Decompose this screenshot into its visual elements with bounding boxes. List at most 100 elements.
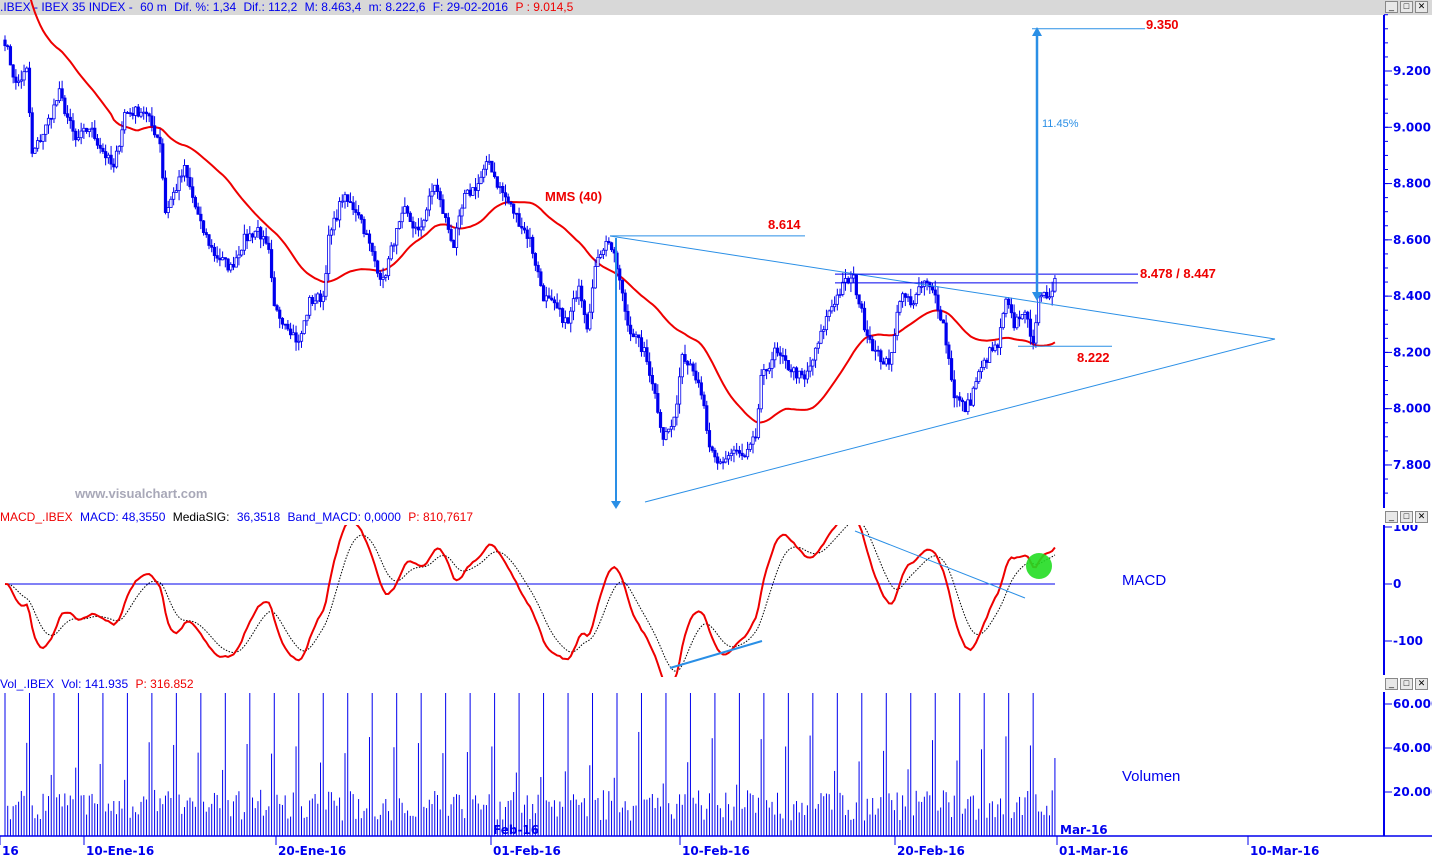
candle-body [819, 330, 823, 344]
candle-body [759, 374, 763, 410]
candle-body [862, 307, 867, 331]
price-tick-label: 8.200 [1393, 345, 1431, 359]
macd-close-button[interactable]: ✕ [1415, 511, 1428, 523]
candle-body [868, 335, 872, 340]
candle-body [87, 128, 91, 132]
timeframe-label: 60 m [140, 0, 167, 14]
volume-minimize-button[interactable]: _ [1385, 678, 1398, 690]
candle-body [422, 219, 426, 228]
candle-body [770, 359, 774, 369]
candle-body [144, 111, 149, 115]
candle-body [152, 125, 157, 136]
candle-body [933, 289, 937, 296]
triangle-lower-line [644, 338, 1276, 503]
candle-body [36, 140, 40, 149]
candle-body [180, 175, 184, 178]
candle-body [8, 46, 13, 66]
candle-body [930, 286, 935, 291]
candle-body [566, 317, 570, 324]
candle-body [430, 190, 434, 197]
candle-body [169, 198, 173, 208]
candle-body [580, 285, 584, 302]
candle-body [49, 117, 53, 120]
candle-body [1020, 314, 1024, 320]
candle-body [41, 133, 45, 142]
candle-body [112, 163, 116, 168]
candle-body [185, 165, 189, 178]
candle-body [441, 199, 445, 214]
volume-panel-header: Vol_.IBEX Vol: 141.935 P: 316.852 _ □ ✕ [0, 677, 1432, 692]
candle-body [672, 416, 676, 427]
macd-tick-label: -100 [1393, 634, 1423, 648]
candle-body [890, 352, 894, 365]
candle-body [1039, 295, 1043, 298]
candle-body [256, 227, 260, 232]
candle-body [789, 369, 793, 373]
candle-body [44, 124, 48, 135]
candle-body [414, 226, 418, 229]
min-label: m: 8.222,6 [368, 0, 426, 14]
candle-body [707, 430, 712, 448]
candle-body [705, 405, 709, 431]
candle-body [639, 337, 644, 353]
candle-body [691, 363, 695, 372]
candle-body [373, 251, 377, 262]
candle-body [1042, 291, 1046, 296]
candle-body [147, 113, 151, 117]
candle-body [367, 233, 372, 244]
candle-body [332, 217, 336, 231]
minimize-button[interactable]: _ [1385, 1, 1398, 13]
volume-close-button[interactable]: ✕ [1415, 678, 1428, 690]
candle-body [555, 302, 559, 309]
candle-body [362, 219, 366, 235]
candle-body [631, 333, 635, 338]
candle-body [884, 358, 888, 365]
candle-body [370, 242, 374, 252]
macd-trendline [854, 530, 1026, 599]
candle-body [775, 347, 780, 354]
candle-body [212, 246, 217, 256]
maximize-button[interactable]: □ [1400, 1, 1413, 13]
candle-body [901, 293, 905, 302]
candle-body [337, 201, 342, 221]
time-tick-label: 10-Feb-16 [682, 844, 750, 857]
candle-body [174, 190, 178, 193]
candle-body [506, 196, 510, 203]
candle-body [275, 305, 279, 311]
candle-body [520, 226, 524, 229]
candle-body [892, 335, 897, 353]
candle-body [163, 177, 168, 213]
candle-body [1034, 322, 1038, 344]
volume-maximize-button[interactable]: □ [1400, 678, 1413, 690]
candle-body [533, 253, 538, 266]
candle-body [498, 186, 502, 188]
candle-body [784, 355, 788, 361]
macd-panel-label: MACD [1122, 572, 1166, 589]
macd-minimize-button[interactable]: _ [1385, 511, 1398, 523]
candle-body [1047, 296, 1052, 299]
close-button[interactable]: ✕ [1415, 1, 1428, 13]
candle-body [1004, 298, 1008, 314]
candle-body [650, 375, 654, 385]
volume-value: Vol: 141.935 [61, 677, 129, 691]
candle-body [329, 229, 334, 236]
candle-body [191, 186, 195, 198]
candle-body [794, 367, 799, 379]
candle-body [104, 151, 108, 159]
macd-divergence-line [669, 640, 763, 669]
macd-panel-header: MACD_.IBEX MACD: 48,3550 MediaSIG: 36,35… [0, 510, 1432, 525]
candle-body [604, 240, 608, 251]
candle-body [824, 316, 829, 331]
signal-value: 36,3518 [236, 510, 281, 524]
candle-body [158, 136, 162, 145]
candle-body [264, 236, 268, 244]
macd-maximize-button[interactable]: □ [1400, 511, 1413, 523]
candle-body [46, 117, 51, 126]
candle-body [471, 187, 475, 196]
candle-body [288, 328, 293, 336]
time-tick-label: 10-Ene-16 [86, 844, 154, 857]
candle-body [993, 344, 997, 351]
candle-body [335, 217, 339, 221]
candle-body [79, 130, 83, 139]
